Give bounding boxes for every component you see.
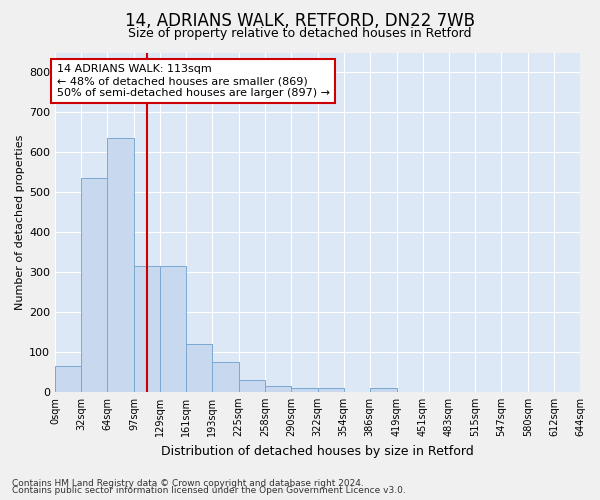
Bar	[55, 366, 81, 392]
Text: Size of property relative to detached houses in Retford: Size of property relative to detached ho…	[128, 28, 472, 40]
Bar	[212, 362, 239, 392]
Y-axis label: Number of detached properties: Number of detached properties	[15, 134, 25, 310]
Bar	[81, 178, 107, 392]
X-axis label: Distribution of detached houses by size in Retford: Distribution of detached houses by size …	[161, 444, 474, 458]
Bar	[292, 388, 317, 392]
Bar	[187, 344, 212, 392]
Bar	[134, 266, 160, 392]
Text: Contains HM Land Registry data © Crown copyright and database right 2024.: Contains HM Land Registry data © Crown c…	[12, 478, 364, 488]
Bar	[317, 388, 344, 392]
Text: Contains public sector information licensed under the Open Government Licence v3: Contains public sector information licen…	[12, 486, 406, 495]
Text: 14 ADRIANS WALK: 113sqm
← 48% of detached houses are smaller (869)
50% of semi-d: 14 ADRIANS WALK: 113sqm ← 48% of detache…	[57, 64, 330, 98]
Text: 14, ADRIANS WALK, RETFORD, DN22 7WB: 14, ADRIANS WALK, RETFORD, DN22 7WB	[125, 12, 475, 30]
Bar	[107, 138, 134, 392]
Bar	[370, 388, 397, 392]
Bar	[265, 386, 292, 392]
Bar	[239, 380, 265, 392]
Bar	[160, 266, 187, 392]
